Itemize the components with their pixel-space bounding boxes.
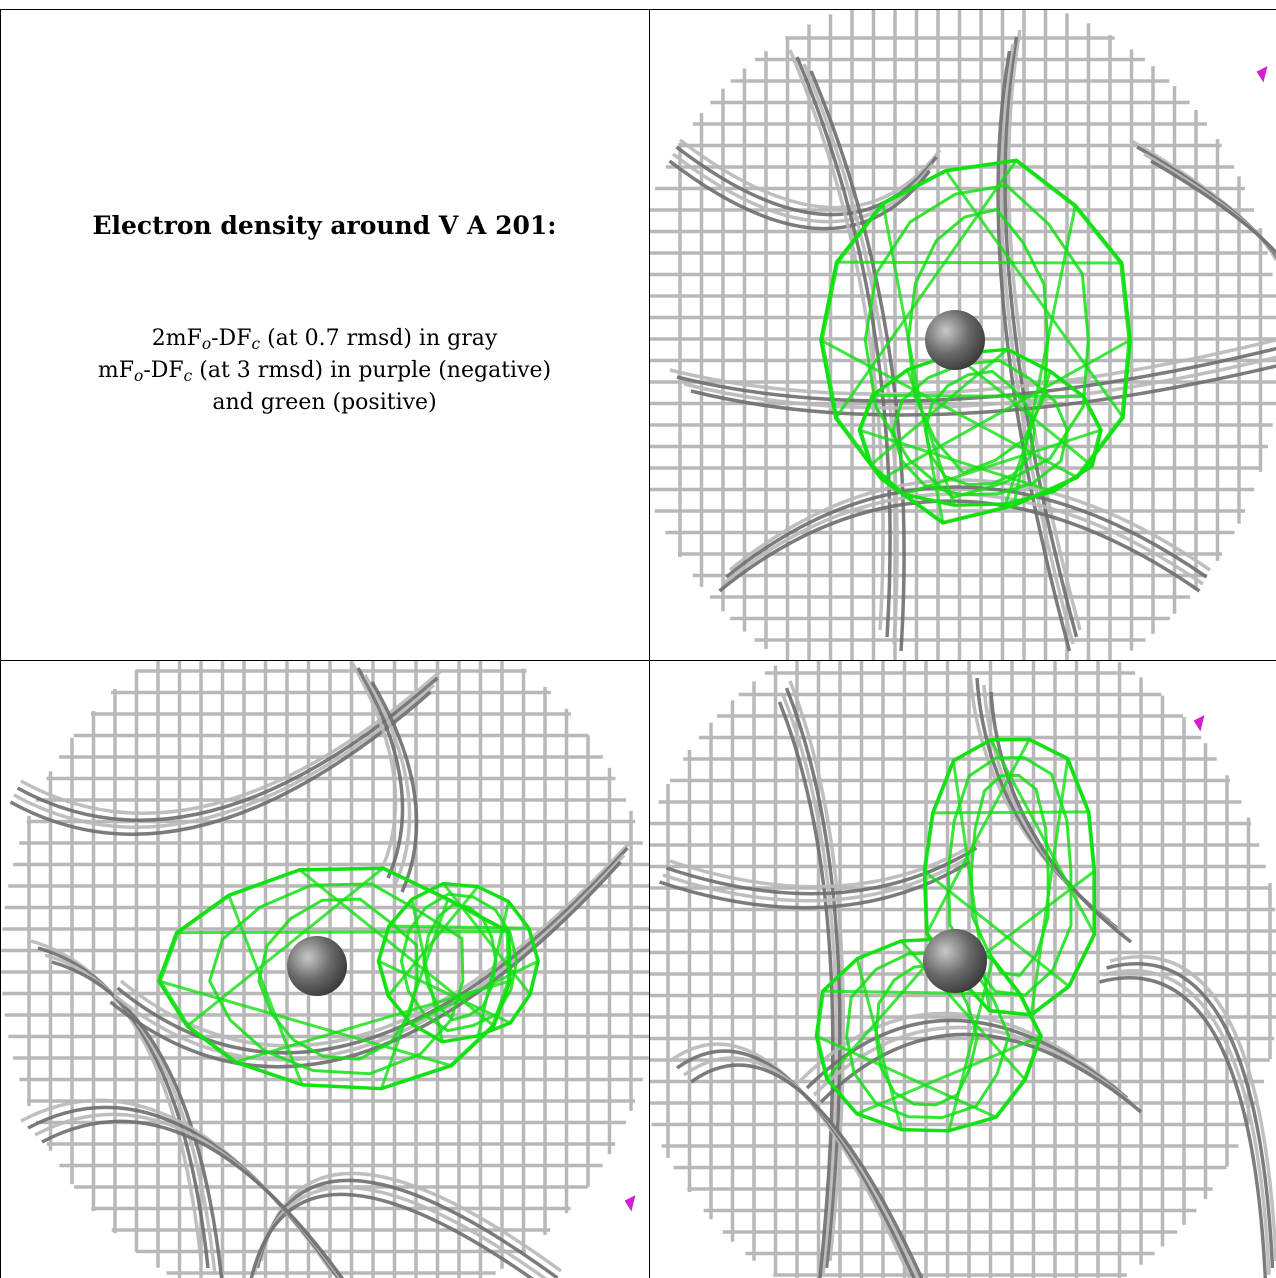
vanadium-atom-sphere <box>925 310 985 370</box>
vanadium-atom-sphere <box>287 936 347 996</box>
purple-negative-density <box>624 1195 636 1212</box>
gray-mesh-contours <box>9 661 633 1278</box>
purple-negative-density <box>1256 66 1268 83</box>
table-border-top <box>0 9 1276 10</box>
vanadium-atom-sphere <box>923 929 987 993</box>
density-map-view-1 <box>650 10 1276 660</box>
legend-line-green: and green (positive) <box>212 390 437 415</box>
purple-negative-density <box>1193 715 1205 732</box>
density-panel-top-right <box>650 10 1276 660</box>
green-positive-density <box>156 866 540 1091</box>
table-divider-horizontal <box>0 660 1276 661</box>
caption-legend: 2mFo-DFc (at 0.7 rmsd) in gray mFo-DFc (… <box>0 323 649 419</box>
table-divider-vertical <box>649 9 650 1278</box>
caption-title: Electron density around V A 201: <box>92 211 557 240</box>
legend-line-2fo-fc: 2mFo-DFc (at 0.7 rmsd) in gray <box>151 326 498 353</box>
density-panel-bottom-left <box>1 661 649 1278</box>
caption-cell: Electron density around V A 201: 2mFo-DF… <box>0 0 649 660</box>
table-border-left <box>0 9 1 1278</box>
density-map-view-3 <box>650 661 1276 1278</box>
legend-line-fo-fc: mFo-DFc (at 3 rmsd) in purple (negative) <box>97 358 552 385</box>
density-map-view-2 <box>1 661 649 1278</box>
density-panel-bottom-right <box>650 661 1276 1278</box>
green-positive-density <box>819 158 1132 525</box>
